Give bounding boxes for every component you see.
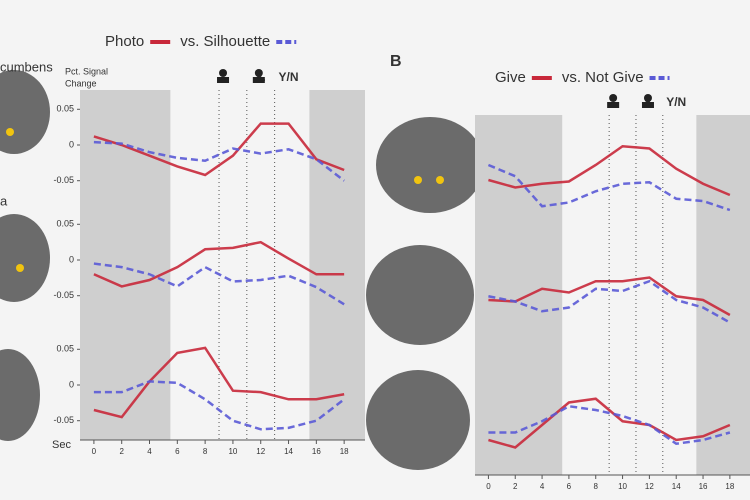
legend-label: Photo [105,33,144,50]
shaded-window [80,90,171,440]
shaded-window [309,90,365,440]
legend-label: vs. Silhouette [180,33,270,50]
brain-slice [366,370,470,470]
series-line [93,122,345,177]
shaded-window [696,115,750,475]
person-icon [252,77,265,83]
x-tick-label: 14 [672,482,681,491]
y-axis-label: Change [65,78,97,88]
series-line [93,262,345,306]
x-tick-label: 16 [312,447,321,456]
y-tick-label: 0 [69,139,74,149]
brain-slice [0,214,50,302]
panel-label: B [390,53,402,70]
y-axis-label: Pct. Signal [65,66,108,76]
series-line [488,404,731,446]
region-label: cumbens [0,59,53,74]
activation-spot [436,176,444,184]
y-tick-label: 0 [69,254,74,264]
person-icon [641,102,654,108]
series-line [93,140,345,182]
x-tick-label: 2 [119,447,124,456]
activation-spot [6,128,14,136]
shaded-window [475,115,563,475]
x-tick-label: 12 [256,447,265,456]
person-icon [643,94,652,102]
series-line [488,397,731,449]
series-line [487,163,731,212]
y-tick-label: 0.05 [56,344,74,354]
event-label: Y/N [279,70,299,84]
person-icon [219,69,228,77]
x-tick-label: 4 [540,482,545,491]
y-tick-label: 0 [69,379,74,389]
x-tick-label: 10 [618,482,627,491]
x-tick-label: 0 [92,447,97,456]
person-icon [254,69,263,77]
y-tick-label: -0.05 [53,290,74,300]
x-tick-label: 14 [284,447,293,456]
brain-images [0,70,484,470]
series-line [488,276,731,317]
brain-slice [376,117,484,213]
x-tick-label: 6 [175,447,180,456]
x-axis-label: Sec [52,439,71,451]
person-icon [607,102,620,108]
activation-spot [414,176,422,184]
y-tick-label: -0.05 [53,175,74,185]
x-tick-label: 12 [645,482,654,491]
person-icon [609,94,618,102]
legend-label: vs. Not Give [562,69,644,86]
x-tick-label: 8 [203,447,208,456]
series-line [93,346,345,419]
x-tick-label: 2 [513,482,518,491]
event-label: Y/N [666,95,686,109]
activation-spot [16,264,24,272]
x-tick-label: 10 [228,447,237,456]
brain-slice [366,245,474,345]
legend-label: Give [495,69,526,86]
y-tick-label: -0.05 [53,415,74,425]
y-tick-label: 0.05 [56,219,74,229]
x-tick-label: 0 [486,482,491,491]
series-line [93,380,345,431]
x-tick-label: 18 [340,447,349,456]
x-tick-label: 18 [725,482,734,491]
series-line [93,240,345,288]
x-tick-label: 8 [594,482,599,491]
x-tick-label: 6 [567,482,572,491]
person-icon [217,77,230,83]
region-label: a [0,193,8,208]
y-tick-label: 0.05 [56,104,74,114]
series-line [488,144,731,197]
brain-slice [0,349,40,441]
x-tick-label: 4 [147,447,152,456]
x-tick-label: 16 [699,482,708,491]
